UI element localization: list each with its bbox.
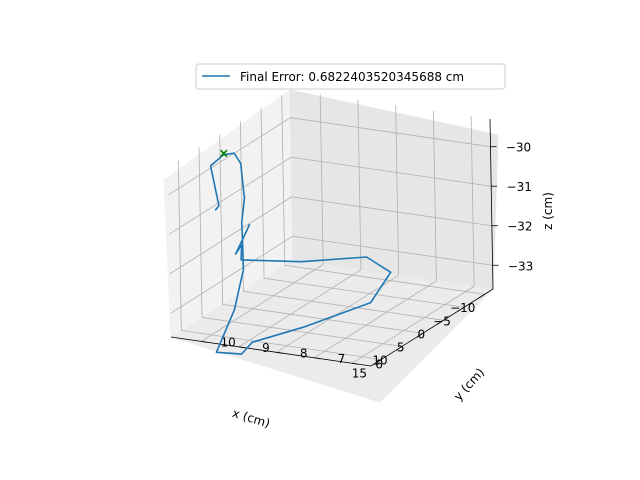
legend-entry-label: Final Error: 0.6822403520345688 cm — [240, 70, 464, 84]
y-tick-label: 8 — [300, 346, 308, 360]
x-tick-label: 15 — [352, 366, 367, 380]
z-tick-label: −31 — [507, 180, 532, 194]
y-tick-label: 7 — [338, 352, 346, 366]
z-tick-label: −30 — [506, 141, 531, 155]
z-tick-label: −33 — [508, 259, 533, 273]
z-tick-label: −32 — [507, 220, 532, 234]
z-axis-title: z (cm) — [541, 192, 555, 230]
legend: Final Error: 0.6822403520345688 cm — [196, 64, 505, 89]
y-tick-label: 9 — [262, 341, 270, 355]
y-tick-label: 6 — [375, 357, 383, 371]
